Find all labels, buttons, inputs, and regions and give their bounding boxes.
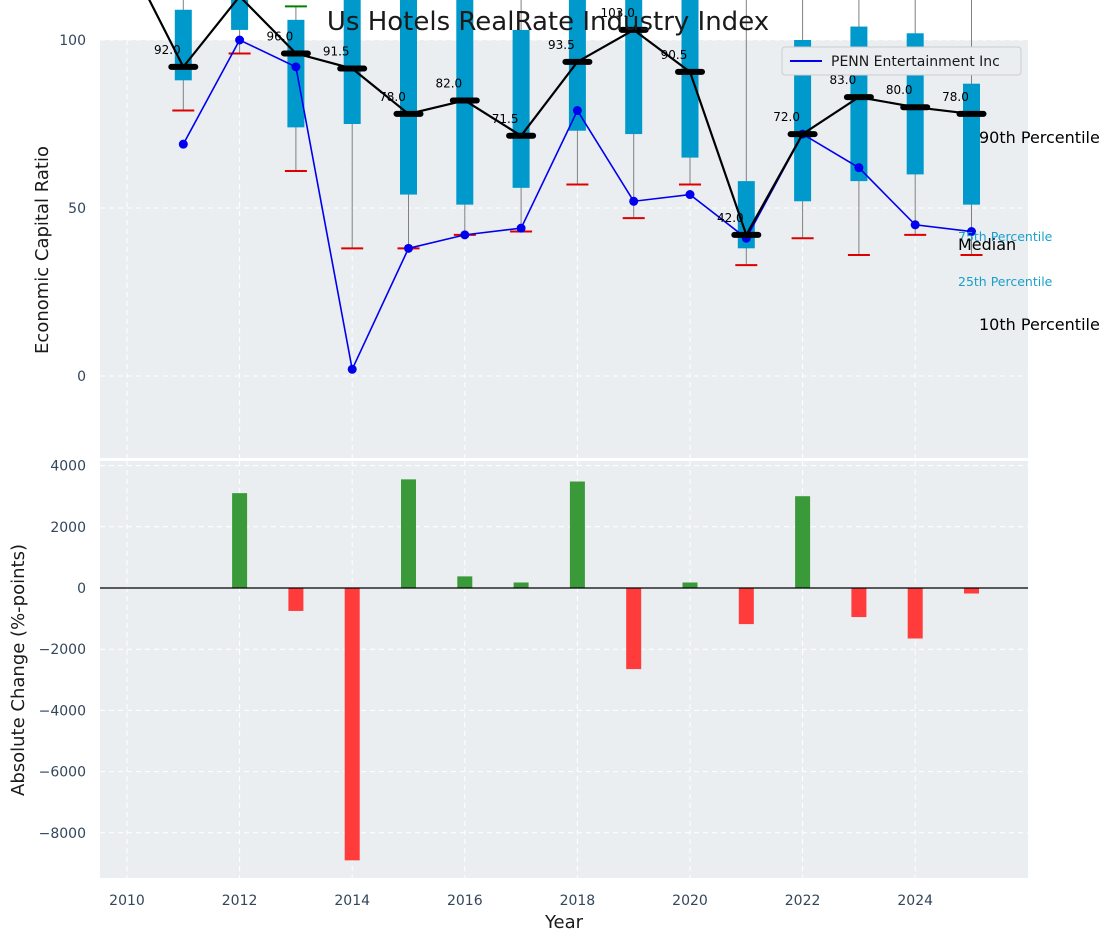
x-tick-label: 2012 [222, 893, 258, 909]
label-median: Median [958, 235, 1016, 254]
bottom-y-tick-label: 4000 [50, 459, 86, 475]
x-tick-label: 2022 [785, 893, 821, 909]
median-value-label-2017: 71.5 [492, 112, 519, 126]
label-p10: 10th Percentile [979, 315, 1100, 334]
median-value-label-2023: 83.0 [830, 73, 857, 87]
change-bar-2017 [513, 582, 529, 588]
iqr-box-2015 [400, 0, 417, 195]
x-tick-label: 2010 [109, 893, 145, 909]
x-axis-label: Year [544, 912, 584, 933]
change-bar-2015 [401, 479, 416, 588]
company-point-2013 [291, 62, 301, 72]
chart-title: Us Hotels RealRate Industry Index [327, 7, 769, 37]
company-point-2019 [629, 196, 639, 206]
change-bar-2024 [907, 588, 923, 639]
change-bar-2021 [738, 588, 754, 625]
change-bar-2025 [964, 588, 979, 594]
median-value-label-2016: 82.0 [435, 76, 462, 90]
top-plot-area [100, 40, 1028, 458]
legend-box [781, 46, 1022, 76]
bottom-y-tick-label: 2000 [50, 520, 86, 536]
median-value-label-2013: 96.0 [267, 29, 294, 43]
median-value-label-2015: 78.0 [379, 90, 406, 104]
x-tick-label: 2016 [447, 893, 483, 909]
top-y-tick-label: 50 [68, 201, 86, 217]
x-tick-label: 2024 [897, 893, 933, 909]
company-point-2014 [347, 364, 357, 374]
median-value-label-2025: 78.0 [942, 90, 969, 104]
bottom-y-tick-label: −8000 [39, 826, 86, 842]
median-value-label-2020: 90.5 [661, 48, 688, 62]
company-point-2018 [572, 106, 582, 116]
legend: PENN Entertainment Inc [781, 46, 1022, 76]
change-bar-2016 [457, 576, 473, 588]
median-value-label-2014: 91.5 [323, 45, 350, 59]
x-tick-label: 2014 [334, 893, 370, 909]
change-bar-2013 [288, 588, 304, 611]
bottom-y-axis-label: Absolute Change (%-points) [8, 544, 29, 796]
top-y-tick-label: 0 [77, 369, 86, 385]
median-line [148, 0, 972, 238]
label-p25: 25th Percentile [958, 274, 1053, 289]
company-point-2024 [910, 220, 920, 230]
bottom-plot-area [100, 461, 1028, 878]
company-point-2016 [460, 230, 470, 240]
label-p75: 75th Percentile [958, 229, 1053, 244]
change-bar-2022 [795, 496, 811, 588]
company-point-2012 [235, 35, 245, 45]
change-bar-2019 [626, 588, 642, 670]
iqr-box-2018 [568, 0, 586, 131]
company-point-2025 [967, 227, 976, 237]
median-value-label-2021: 42.0 [717, 211, 744, 225]
change-bar-2014 [344, 588, 360, 861]
top-y-axis-label: Economic Capital Ratio [32, 146, 53, 354]
iqr-box-2013 [287, 19, 305, 128]
bottom-y-tick-label: 0 [77, 581, 86, 597]
company-point-2023 [854, 163, 864, 173]
company-point-2020 [685, 190, 695, 200]
median-value-label-2019: 103.0 [601, 6, 635, 20]
company-point-2017 [516, 223, 526, 233]
bottom-y-tick-label: −2000 [39, 642, 86, 658]
x-tick-label: 2020 [672, 893, 708, 909]
iqr-box-2014 [343, 0, 361, 125]
iqr-box-2017 [512, 29, 530, 188]
median-value-label-2018: 93.5 [548, 38, 575, 52]
bottom-y-tick-label: −6000 [39, 765, 86, 781]
median-value-label-2011: 92.0 [154, 43, 181, 57]
change-bar-2018 [569, 481, 585, 588]
change-bar-2020 [682, 582, 698, 588]
median-value-label-2024: 80.0 [886, 83, 913, 97]
iqr-box-2022 [794, 40, 812, 202]
label-p90: 90th Percentile [979, 128, 1100, 147]
company-point-2015 [404, 243, 413, 253]
median-value-label-2022: 72.0 [773, 110, 800, 124]
company-point-2011 [178, 139, 188, 149]
top-y-tick-label: 100 [59, 33, 86, 49]
change-bar-2012 [232, 493, 248, 588]
bottom-y-tick-label: −4000 [39, 703, 86, 719]
change-bar-2023 [851, 588, 867, 618]
iqr-box-2012 [231, 0, 249, 30]
iqr-box-2020 [681, 0, 699, 158]
legend-label-penn: PENN Entertainment Inc [831, 54, 1000, 70]
x-tick-label: 2018 [560, 893, 596, 909]
